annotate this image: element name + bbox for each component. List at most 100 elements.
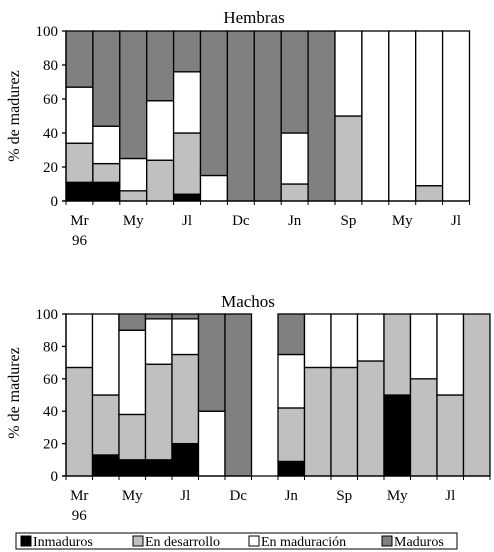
hembras-bar-4-desarrollo: [172, 132, 202, 195]
hembras-bar-10-desarrollo: [334, 115, 363, 202]
machos-bar-8-inmaduros: [277, 460, 306, 477]
hembras-y-tick-label-20: 20: [43, 160, 58, 176]
hembras-bar-3-maduracion: [146, 100, 175, 161]
machos-bar-5-maduros: [197, 313, 226, 412]
machos-y-tick-label-0: 0: [51, 469, 59, 485]
machos-bar-3-desarrollo: [144, 363, 173, 461]
legend-swatch-inmaduros: [20, 535, 32, 547]
hembras-bar-1-maduracion: [92, 125, 121, 165]
hembras-x-tick-label-6: My: [392, 213, 413, 229]
machos-x-tick-label-4: Jn: [285, 488, 299, 504]
hembras-x-tick-label-2: Jl: [182, 213, 192, 229]
hembras-bar-2-maduros: [119, 30, 148, 160]
hembras-bar-0-maduracion: [65, 86, 94, 144]
machos-panel: Machos % de madurez 0 20 40 60 80 100 Mr 96 My Jl…: [6, 292, 491, 524]
hembras-bar-14-maduracion: [441, 30, 471, 202]
machos-y-tick-label-100: 100: [36, 307, 59, 323]
machos-x-tick-label-2: Jl: [180, 488, 190, 504]
machos-title: Machos: [221, 292, 275, 311]
hembras-bar-1-maduros: [92, 30, 121, 127]
machos-axes: 0 20 40 60 80 100 Mr 96 My Jl Dc Jn Sp My Jl: [36, 307, 491, 524]
hembras-y-tick-label-0: 0: [51, 194, 59, 210]
machos-bar-13-desarrollo: [409, 378, 438, 477]
machos-bar-8-desarrollo: [277, 407, 306, 463]
hembras-bar-8-maduros: [280, 30, 309, 134]
machos-x-tick-label-6: My: [387, 488, 408, 504]
hembras-bar-3-maduros: [146, 30, 175, 102]
machos-bar-10-desarrollo: [330, 366, 359, 477]
hembras-bar-2-maduracion: [119, 157, 148, 192]
hembras-x-tick-label-0: Mr: [70, 213, 88, 229]
hembras-bar-1-desarrollo: [92, 162, 121, 183]
machos-bar-10-maduracion: [330, 313, 359, 369]
hembras-y-axis-label: % de madurez: [6, 70, 23, 162]
machos-bar-14-desarrollo: [436, 394, 465, 477]
hembras-bar-5-maduracion: [199, 174, 229, 202]
machos-bar-0-maduracion: [65, 313, 94, 369]
hembras-bar-4-maduracion: [172, 71, 202, 134]
hembras-x-tick-label-4: Jn: [288, 213, 302, 229]
machos-y-tick-label-20: 20: [43, 437, 58, 453]
machos-bar-1-desarrollo: [91, 394, 120, 456]
machos-bar-12-inmaduros: [383, 394, 412, 477]
hembras-bar-5-maduros: [199, 30, 229, 177]
hembras-bar-9-maduros: [307, 30, 336, 202]
legend: Inmaduros En desarrollo En maduración Ma…: [15, 532, 458, 550]
machos-bar-3-maduros: [144, 313, 173, 320]
legend-swatch-maduros: [381, 535, 393, 547]
machos-bar-2-desarrollo: [118, 413, 147, 461]
machos-bar-2-inmaduros: [118, 459, 147, 477]
hembras-axes: 0 20 40 60 80 100 Mr 96 My Jl Dc Jn Sp My Jl: [36, 24, 470, 249]
machos-x-tick-sublabel-0: 96: [72, 508, 88, 524]
machos-bar-9-maduracion: [303, 313, 332, 369]
hembras-bar-4-maduros: [172, 30, 202, 73]
machos-bar-0-desarrollo: [65, 366, 94, 477]
machos-x-tick-label-5: Sp: [336, 488, 352, 504]
legend-label-maduros: Maduros: [394, 535, 444, 550]
machos-bar-2-maduracion: [118, 329, 147, 416]
machos-x-tick-label-1: My: [122, 488, 143, 504]
machos-bar-4-desarrollo: [171, 353, 200, 445]
hembras-bar-4-inmaduros: [172, 193, 202, 202]
machos-bar-4-inmaduros: [171, 442, 200, 477]
machos-bar-13-maduracion: [409, 313, 438, 380]
machos-bar-9-desarrollo: [303, 366, 332, 477]
machos-bar-8-maduracion: [277, 353, 306, 409]
hembras-y-tick-label-40: 40: [43, 126, 58, 142]
hembras-x-tick-label-7: Jl: [451, 213, 461, 229]
machos-bar-11-desarrollo: [356, 360, 385, 477]
hembras-bar-0-desarrollo: [65, 142, 94, 183]
hembras-y-tick-label-80: 80: [43, 58, 58, 74]
machos-bar-11-maduracion: [356, 313, 385, 362]
legend-box: [15, 532, 458, 550]
machos-bar-4-maduros: [171, 313, 200, 320]
hembras-bar-7-maduros: [253, 30, 282, 202]
hembras-bar-8-desarrollo: [280, 183, 309, 202]
machos-x-tick-label-3: Dc: [230, 488, 248, 504]
machos-x-tick-label-7: Jl: [445, 488, 455, 504]
legend-swatch-maduracion: [248, 535, 260, 547]
legend-label-inmaduros: Inmaduros: [33, 535, 93, 550]
legend-swatch-desarrollo: [132, 535, 144, 547]
hembras-bar-0-maduros: [65, 30, 94, 88]
machos-bar-5-maduracion: [197, 410, 226, 477]
hembras-bar-12-maduracion: [388, 30, 417, 202]
hembras-bar-13-maduracion: [415, 30, 444, 187]
machos-bar-14-maduracion: [436, 313, 465, 396]
hembras-bar-11-maduracion: [361, 30, 390, 202]
hembras-bar-3-desarrollo: [146, 159, 175, 202]
machos-bar-4-maduracion: [171, 318, 200, 356]
machos-y-tick-label-60: 60: [43, 372, 58, 388]
hembras-bar-2-desarrollo: [119, 190, 148, 202]
hembras-title: Hembras: [223, 8, 284, 27]
machos-bar-1-inmaduros: [91, 454, 120, 477]
machos-bar-6-maduros: [224, 313, 253, 477]
machos-bar-15-desarrollo: [462, 313, 491, 477]
hembras-bar-0-inmaduros: [65, 181, 94, 202]
machos-bar-8-maduros: [277, 313, 306, 356]
machos-y-tick-label-80: 80: [43, 339, 58, 355]
machos-bar-1-maduracion: [91, 313, 120, 396]
machos-bar-2-maduros: [118, 313, 147, 331]
machos-bar-12-desarrollo: [383, 313, 412, 396]
